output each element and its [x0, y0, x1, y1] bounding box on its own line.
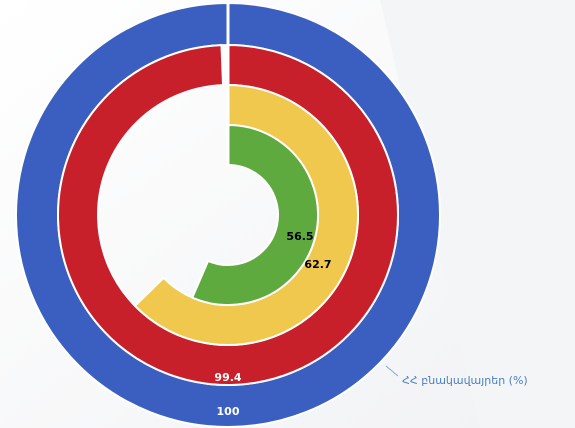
- background-shape: [380, 0, 575, 428]
- value-label: 56.5: [286, 230, 313, 243]
- leader-line: [385, 365, 399, 377]
- value-label: 99.4: [214, 371, 241, 384]
- value-label: 62.7: [304, 258, 331, 271]
- ring-bar: [190, 123, 319, 306]
- annotation: ՀՀ բնակավայրեր (%): [402, 374, 528, 387]
- value-label: 100: [217, 405, 240, 418]
